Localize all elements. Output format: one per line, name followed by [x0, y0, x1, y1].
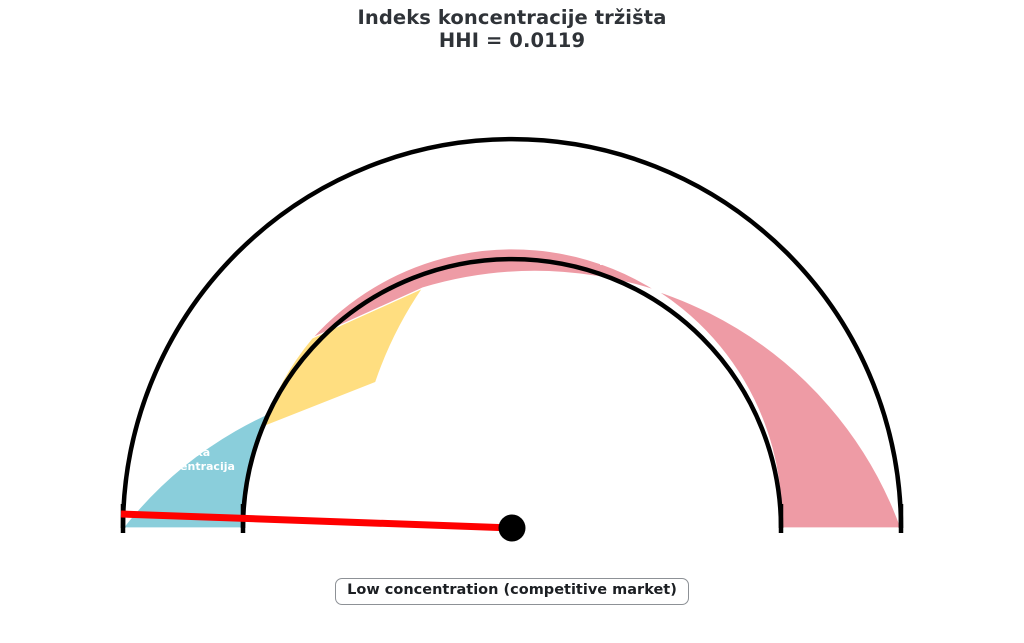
chart-title-block: Indeks koncentracije tržišta HHI = 0.011…	[0, 6, 1024, 52]
band-label-umjerena-line1: Umjerena	[217, 342, 277, 355]
gauge-band-label-niska: Niska koncentracija	[151, 446, 235, 473]
band-label-umjerena-line2: koncentracija	[205, 356, 289, 369]
band-label-niska-line1: Niska	[176, 446, 210, 459]
gauge-needle	[120, 510, 513, 532]
gauge-band-visoka	[311, 248, 902, 529]
chart-subtitle-value: HHI = 0.0119	[438, 29, 586, 52]
status-badge: Low concentration (competitive market)	[335, 578, 689, 605]
band-label-niska-line2: koncentracija	[151, 460, 235, 473]
gauge-band-label-umjerena: Umjerena koncentracija	[205, 342, 289, 369]
gauge-band-niska	[121, 381, 376, 529]
band-label-visoka-line1: Visoka	[621, 241, 662, 254]
gauge-band-label-visoka: Visoka koncentracija	[599, 241, 683, 268]
band-label-visoka-line2: koncentracija	[599, 255, 683, 268]
gauge-inner-arc-outline	[240, 256, 784, 529]
chart-title: Indeks koncentracije tržišta	[357, 6, 667, 29]
status-container: Low concentration (competitive market)	[0, 578, 1024, 605]
gauge-outer-arc-outline	[120, 136, 904, 529]
gauge-needle-hub	[498, 514, 526, 542]
